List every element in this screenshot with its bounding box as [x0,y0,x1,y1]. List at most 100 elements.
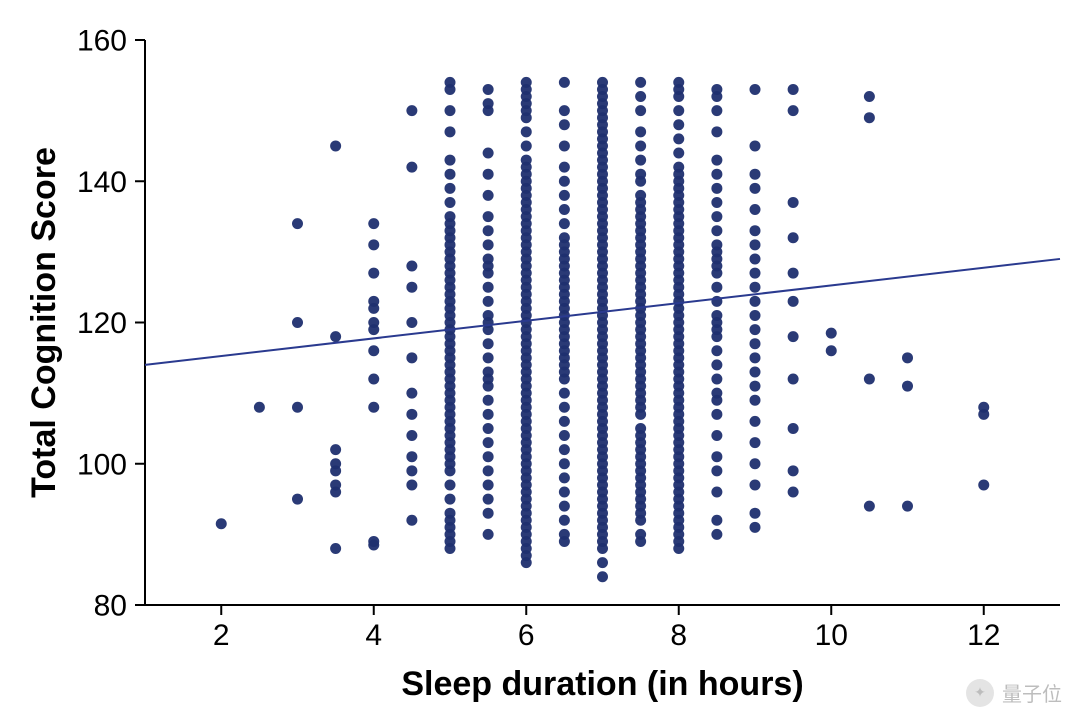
data-point [750,282,761,293]
data-point [559,232,570,243]
data-point [788,232,799,243]
data-point [483,352,494,363]
wechat-icon: ✦ [966,679,994,707]
data-point [711,374,722,385]
x-tick-label: 12 [967,619,1000,652]
data-point [521,77,532,88]
data-point [292,218,303,229]
x-tick-label: 10 [815,619,848,652]
data-point [635,126,646,137]
data-point [483,529,494,540]
data-point [673,105,684,116]
data-point [788,105,799,116]
data-point [406,261,417,272]
data-point [750,140,761,151]
data-point [559,204,570,215]
scatter-points [216,77,990,582]
data-point [330,543,341,554]
data-point [673,77,684,88]
data-point [635,140,646,151]
data-point [406,409,417,420]
data-point [635,77,646,88]
data-point [788,487,799,498]
data-point [978,402,989,413]
data-point [788,296,799,307]
data-point [483,225,494,236]
data-point [292,494,303,505]
data-point [483,282,494,293]
data-point [711,126,722,137]
data-point [750,310,761,321]
data-point [635,155,646,166]
data-point [445,211,456,222]
data-point [711,465,722,476]
data-point [368,402,379,413]
data-point [559,444,570,455]
data-point [559,458,570,469]
data-point [673,133,684,144]
scatter-chart: 2468101280100120140160Sleep duration (in… [0,0,1080,721]
data-point [483,211,494,222]
data-point [711,359,722,370]
data-point [483,423,494,434]
data-point [788,423,799,434]
data-point [711,529,722,540]
data-point [483,98,494,109]
data-point [483,494,494,505]
data-point [368,345,379,356]
data-point [483,508,494,519]
data-point [711,515,722,526]
data-point [711,487,722,498]
data-point [673,162,684,173]
data-point [483,253,494,264]
data-point [368,296,379,307]
chart-svg: 2468101280100120140160Sleep duration (in… [0,0,1080,721]
data-point [788,465,799,476]
data-point [521,155,532,166]
data-point [445,197,456,208]
data-point [330,331,341,342]
data-point [406,515,417,526]
data-point [750,352,761,363]
data-point [635,190,646,201]
data-point [559,388,570,399]
data-point [635,423,646,434]
data-point [483,310,494,321]
data-point [750,522,761,533]
data-point [483,84,494,95]
data-point [406,282,417,293]
data-point [711,197,722,208]
data-point [406,162,417,173]
data-point [750,508,761,519]
data-point [673,119,684,130]
data-point [750,338,761,349]
data-point [750,239,761,250]
data-point [559,176,570,187]
data-point [559,162,570,173]
data-point [750,183,761,194]
data-point [254,402,265,413]
data-point [368,374,379,385]
data-point [788,331,799,342]
data-point [406,388,417,399]
data-point [635,105,646,116]
data-point [483,169,494,180]
y-tick-label: 160 [77,25,127,58]
data-point [406,430,417,441]
data-point [521,126,532,137]
data-point [483,451,494,462]
data-point [750,169,761,180]
data-point [864,112,875,123]
data-point [559,487,570,498]
data-point [368,536,379,547]
data-point [521,140,532,151]
data-point [483,437,494,448]
data-point [368,218,379,229]
data-point [750,366,761,377]
data-point [445,183,456,194]
data-point [750,204,761,215]
data-point [406,479,417,490]
data-point [902,381,913,392]
data-point [750,416,761,427]
data-point [788,197,799,208]
